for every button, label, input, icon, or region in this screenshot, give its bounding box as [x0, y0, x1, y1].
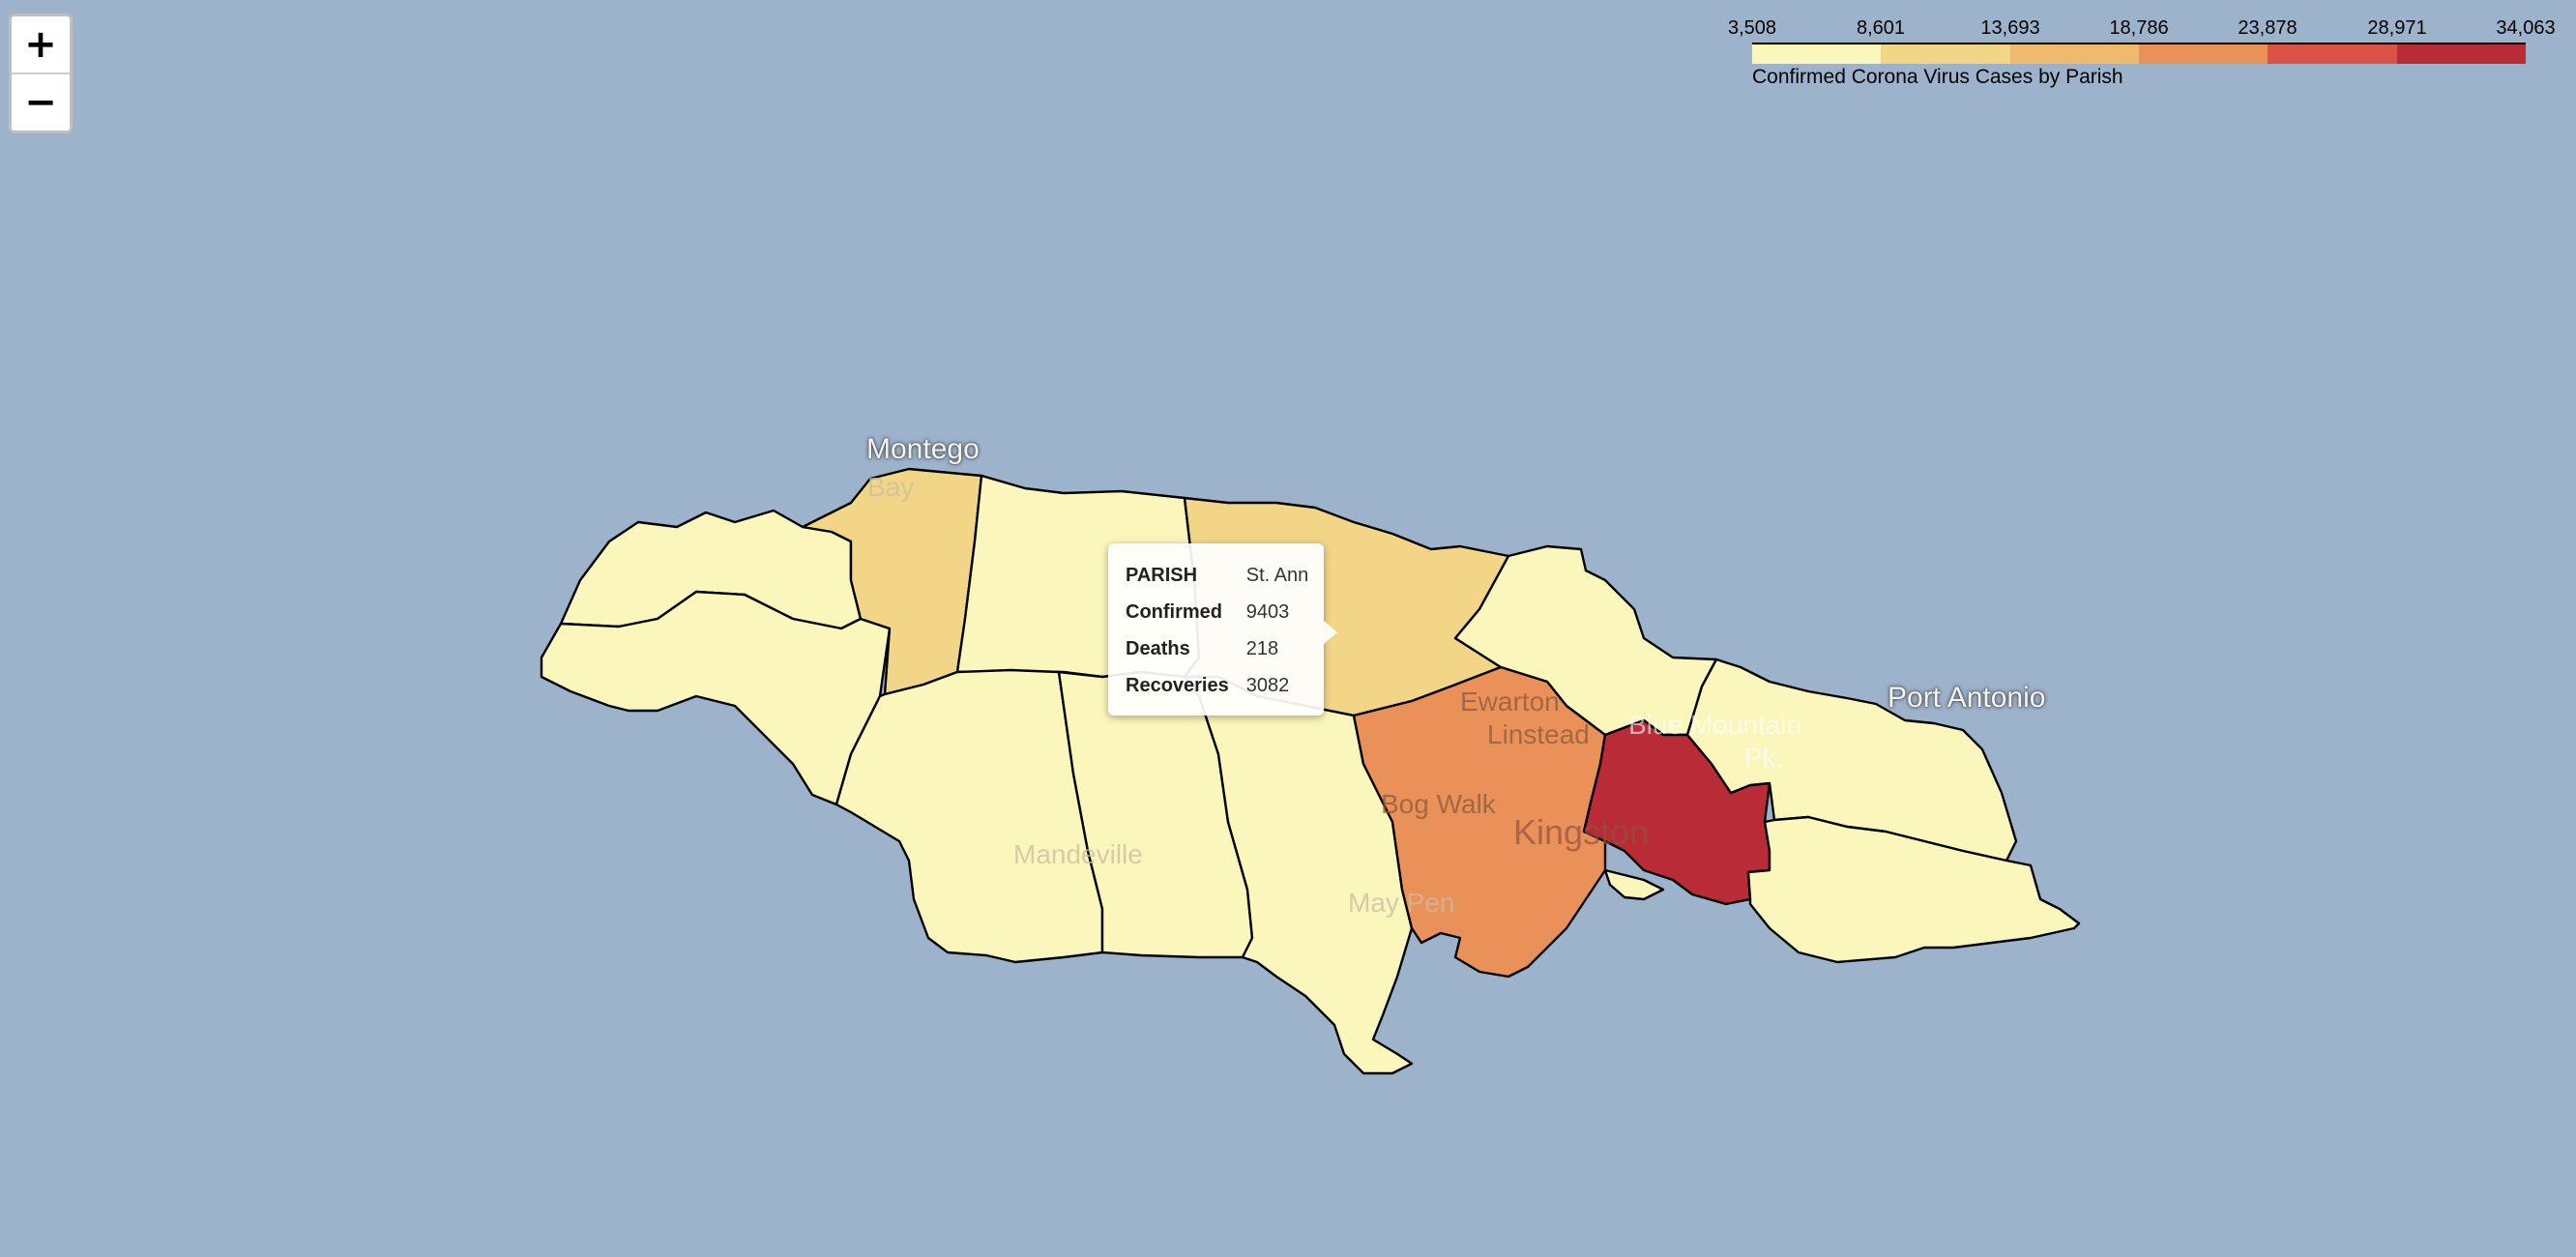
legend: 3,508 8,601 13,693 18,786 23,878 28,971 …	[1721, 15, 2572, 93]
parish-tooltip: PARISH St. Ann Confirmed 9403 Deaths 218…	[1108, 543, 1338, 716]
parish-st-catherine[interactable]	[1352, 665, 1607, 979]
label-port-antonio: Port Antonio	[1888, 682, 2046, 714]
label-may-pen: May Pen	[1348, 888, 1455, 918]
legend-color-bar	[1752, 43, 2526, 64]
label-blue-mountain: Blue Mountain	[1628, 710, 1802, 740]
tooltip-value: 3082	[1245, 674, 1290, 696]
zoom-control: + −	[9, 14, 73, 133]
zoom-out-button[interactable]: −	[12, 73, 70, 131]
tooltip-key: Confirmed	[1126, 600, 1222, 623]
legend-tick: 28,971	[2367, 17, 2427, 39]
legend-tick: 3,508	[1727, 17, 1777, 39]
legend-tick: 34,063	[2496, 17, 2556, 39]
parish-kingston[interactable]	[1603, 868, 1665, 901]
legend-swatch	[2009, 44, 2139, 64]
label-linstead: Linstead	[1487, 719, 1590, 749]
parish-st-elizabeth[interactable]	[834, 668, 1104, 964]
legend-caption: Confirmed Corona Virus Cases by Parish	[1752, 66, 2123, 88]
legend-swatch	[1881, 44, 2010, 64]
label-bog-walk: Bog Walk	[1381, 789, 1496, 819]
tooltip-value: 9403	[1245, 600, 1290, 623]
legend-swatch	[2138, 44, 2269, 64]
tooltip-key: PARISH	[1126, 564, 1198, 586]
zoom-in-button[interactable]: +	[12, 16, 70, 73]
legend-swatch	[1752, 44, 1882, 64]
tooltip-row: PARISH St. Ann	[1126, 557, 1308, 594]
legend-swatch	[2268, 44, 2397, 64]
tooltip-value: St. Ann	[1245, 564, 1309, 586]
tooltip-row: Deaths 218	[1126, 630, 1308, 667]
label-mandeville: Mandeville	[1013, 839, 1143, 869]
legend-swatch	[2396, 44, 2526, 64]
tooltip-row: Confirmed 9403	[1126, 594, 1308, 630]
label-kingston: Kingston	[1513, 812, 1650, 852]
legend-ticks: 3,508 8,601 13,693 18,786 23,878 28,971 …	[1721, 15, 2572, 41]
label-montego: Montego	[866, 433, 980, 465]
tooltip-row: Recoveries 3082	[1126, 667, 1308, 704]
legend-tick: 18,786	[2109, 17, 2169, 39]
tooltip-key: Recoveries	[1126, 674, 1229, 696]
tooltip-key: Deaths	[1126, 637, 1190, 659]
legend-tick: 23,878	[2238, 17, 2298, 39]
label-bay: Bay	[867, 472, 915, 502]
parish-st-thomas[interactable]	[1746, 815, 2081, 964]
tooltip-table: PARISH St. Ann Confirmed 9403 Deaths 218…	[1126, 557, 1308, 704]
legend-tick: 8,601	[1856, 17, 1906, 39]
parish-westmoreland[interactable]	[540, 590, 892, 806]
legend-tick: 13,693	[1980, 17, 2040, 39]
tooltip-value: 218	[1245, 637, 1279, 659]
label-ewarton: Ewarton	[1460, 687, 1560, 716]
label-pk: Pk.	[1744, 743, 1784, 773]
